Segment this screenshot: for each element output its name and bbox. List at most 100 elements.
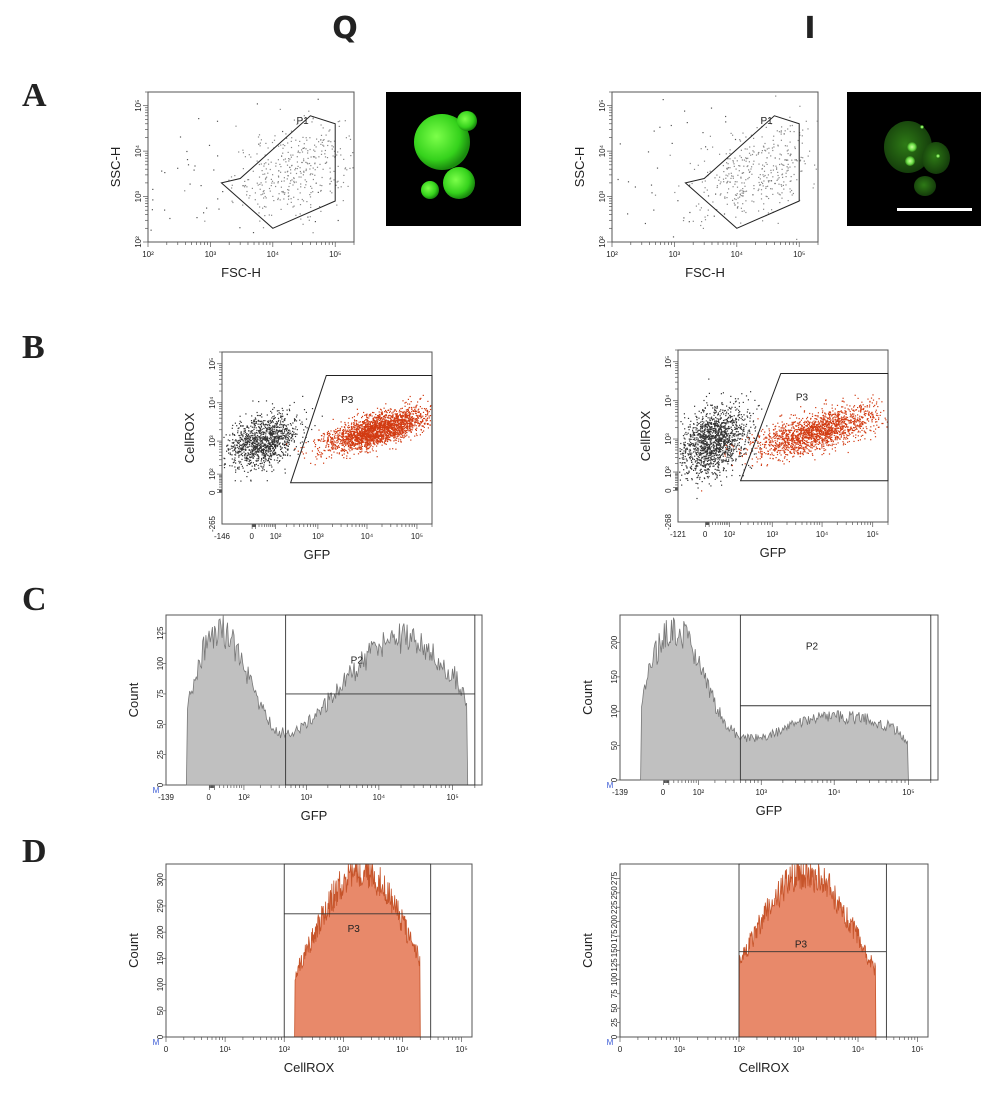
data-point bbox=[246, 464, 248, 467]
data-point bbox=[239, 415, 241, 417]
data-point bbox=[241, 448, 243, 450]
data-point bbox=[281, 438, 283, 440]
data-point bbox=[374, 420, 376, 422]
data-point bbox=[285, 424, 287, 426]
data-point bbox=[718, 430, 720, 432]
data-point bbox=[277, 198, 279, 201]
data-point bbox=[386, 430, 388, 433]
data-point bbox=[387, 435, 389, 437]
data-point bbox=[368, 421, 370, 423]
data-point bbox=[244, 156, 246, 158]
data-point bbox=[398, 423, 400, 425]
data-point bbox=[277, 436, 279, 438]
data-point bbox=[405, 411, 407, 413]
data-point bbox=[406, 409, 408, 411]
data-point bbox=[347, 439, 349, 441]
data-point bbox=[353, 434, 355, 436]
data-point bbox=[360, 433, 362, 435]
data-point bbox=[150, 229, 152, 231]
data-point bbox=[390, 431, 392, 433]
data-point bbox=[417, 422, 419, 424]
data-point bbox=[386, 436, 388, 438]
data-point bbox=[338, 453, 340, 455]
data-point bbox=[425, 414, 427, 416]
data-point bbox=[369, 423, 371, 425]
data-point bbox=[755, 453, 757, 455]
data-point bbox=[277, 181, 279, 183]
x-tick-label: -146 bbox=[214, 532, 231, 541]
data-point bbox=[320, 210, 322, 212]
data-point bbox=[732, 161, 734, 163]
data-point bbox=[275, 431, 277, 433]
data-point bbox=[260, 139, 262, 141]
data-point bbox=[360, 445, 362, 447]
data-point bbox=[715, 411, 717, 413]
data-point bbox=[355, 429, 357, 431]
data-point bbox=[324, 149, 326, 152]
data-point bbox=[250, 461, 252, 463]
data-point bbox=[232, 445, 234, 447]
data-point bbox=[357, 453, 360, 455]
data-point bbox=[271, 433, 273, 435]
data-point bbox=[151, 209, 153, 211]
data-point bbox=[285, 451, 287, 453]
data-point bbox=[269, 420, 271, 422]
data-point bbox=[294, 447, 296, 450]
data-point bbox=[331, 148, 333, 150]
data-point bbox=[323, 436, 325, 438]
data-point bbox=[384, 443, 386, 445]
data-point bbox=[408, 422, 410, 424]
data-point bbox=[393, 425, 395, 427]
data-point bbox=[262, 422, 264, 424]
data-point bbox=[772, 169, 774, 171]
data-point bbox=[246, 444, 248, 446]
data-point bbox=[342, 444, 344, 446]
data-point bbox=[350, 155, 352, 157]
data-point bbox=[732, 175, 734, 177]
data-point bbox=[392, 419, 394, 421]
data-point bbox=[245, 449, 247, 451]
data-point bbox=[226, 445, 228, 447]
data-point bbox=[758, 188, 760, 190]
data-point bbox=[250, 156, 252, 158]
data-point bbox=[774, 157, 776, 159]
data-point bbox=[306, 427, 308, 429]
data-point bbox=[376, 417, 379, 419]
data-point bbox=[392, 415, 394, 417]
data-point bbox=[634, 186, 636, 188]
data-point bbox=[231, 458, 233, 460]
data-point bbox=[716, 174, 718, 176]
data-point bbox=[304, 179, 306, 181]
data-point bbox=[237, 432, 239, 434]
data-point bbox=[342, 442, 344, 444]
data-point bbox=[258, 448, 261, 450]
data-point bbox=[258, 436, 260, 438]
data-point bbox=[383, 421, 385, 423]
data-point bbox=[247, 433, 250, 436]
data-point bbox=[401, 415, 403, 417]
data-point bbox=[678, 185, 680, 187]
data-point bbox=[368, 442, 370, 444]
data-point bbox=[343, 442, 346, 444]
data-point bbox=[379, 415, 381, 417]
data-point bbox=[389, 417, 391, 419]
data-point bbox=[322, 139, 324, 141]
data-point bbox=[289, 166, 291, 168]
data-point bbox=[259, 145, 261, 147]
data-point bbox=[280, 432, 282, 434]
data-point bbox=[277, 462, 279, 464]
data-point bbox=[302, 436, 304, 438]
data-point bbox=[348, 430, 350, 433]
data-point bbox=[274, 445, 276, 447]
data-point bbox=[317, 454, 319, 456]
data-point bbox=[725, 177, 727, 179]
data-point bbox=[418, 425, 420, 427]
data-point bbox=[257, 448, 259, 450]
data-point bbox=[303, 457, 306, 459]
data-point bbox=[389, 427, 391, 429]
data-point bbox=[260, 433, 262, 435]
data-point bbox=[237, 451, 239, 453]
data-point bbox=[246, 439, 248, 441]
data-point bbox=[244, 455, 246, 457]
data-point bbox=[354, 424, 356, 427]
